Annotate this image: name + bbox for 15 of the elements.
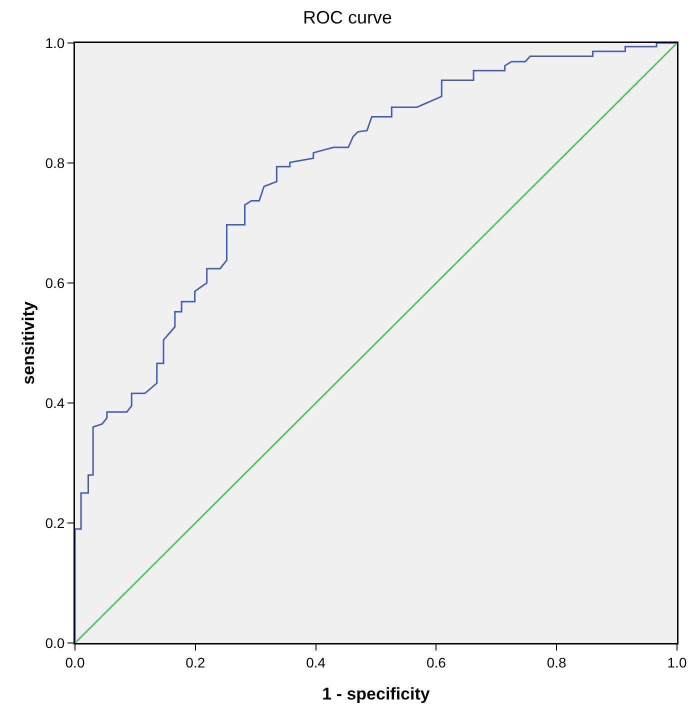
x-tick-label: 0.0 bbox=[65, 654, 85, 670]
y-tick-label: 0.6 bbox=[45, 274, 65, 291]
y-tick-label: 0.4 bbox=[45, 394, 65, 411]
x-tick-label: 0.8 bbox=[546, 654, 567, 670]
y-tick-label: 1.0 bbox=[45, 34, 65, 51]
x-axis-title: 1 - specificity bbox=[322, 684, 430, 704]
y-axis-title: sensitivity bbox=[19, 300, 38, 385]
x-tick-label: 0.4 bbox=[306, 654, 326, 670]
x-tick-label: 0.2 bbox=[186, 654, 206, 670]
x-tick-label: 0.6 bbox=[426, 654, 446, 670]
y-tick-label: 0.8 bbox=[45, 154, 65, 171]
x-tick-label: 1.0 bbox=[667, 654, 687, 670]
y-tick-label: 0.2 bbox=[45, 514, 65, 531]
chart-title: ROC curve bbox=[302, 7, 392, 28]
y-tick-label: 0.0 bbox=[45, 634, 65, 651]
